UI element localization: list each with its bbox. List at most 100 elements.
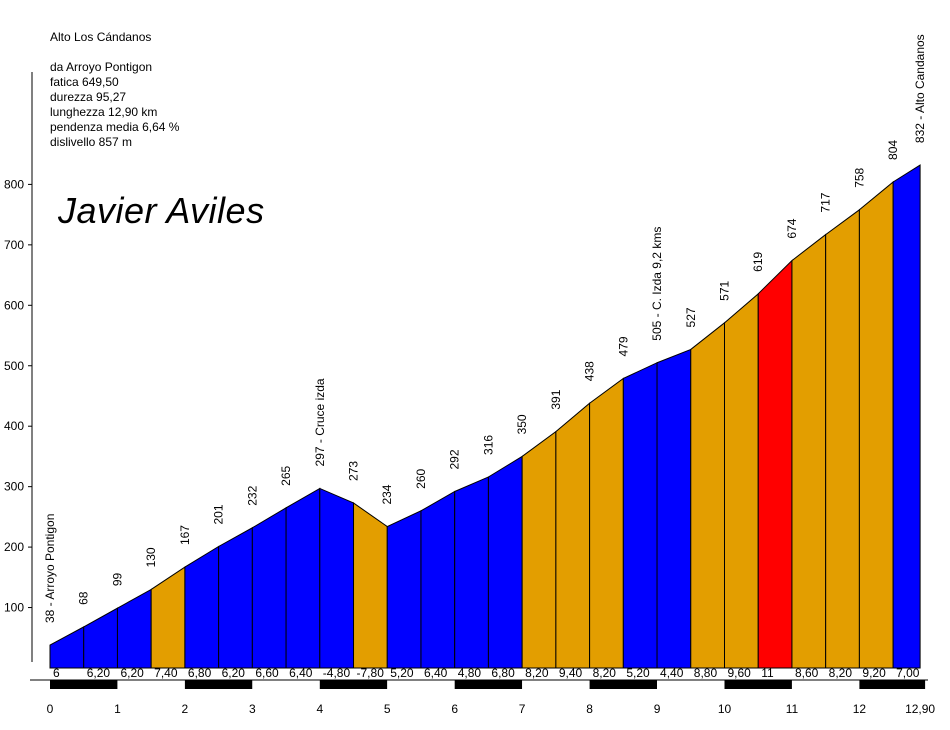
x-tick-label: 7	[519, 702, 526, 716]
gradient-label: 7,00	[896, 666, 920, 680]
profile-segment	[386, 510, 422, 669]
x-tick-label: 9	[654, 702, 661, 716]
gradient-label: 6,40	[289, 666, 313, 680]
profile-segment	[589, 377, 624, 669]
gradient-label: -7,80	[357, 666, 385, 680]
km-bar-block	[724, 680, 792, 689]
gradient-label: 8,20	[829, 666, 853, 680]
elevation-label: 438	[583, 361, 597, 381]
elevation-label: 167	[178, 525, 192, 545]
elevation-label: 391	[549, 389, 563, 409]
gradient-label: 5,20	[626, 666, 650, 680]
gradient-label: -4,80	[323, 666, 351, 680]
profile-segment	[116, 588, 152, 669]
x-tick-label: 10	[718, 702, 732, 716]
elevation-label: 260	[414, 468, 428, 488]
elevation-label: 130	[144, 547, 158, 567]
gradient-label: 8,80	[694, 666, 718, 680]
stat-lunghezza: lunghezza 12,90 km	[50, 105, 158, 119]
km-bar-block	[319, 680, 388, 689]
y-tick-label: 700	[4, 238, 24, 252]
y-tick-label: 100	[4, 601, 24, 615]
gradient-label: 4,80	[458, 666, 482, 680]
chart-title: Alto Los Cándanos	[50, 30, 152, 44]
gradient-label: 11	[761, 666, 774, 680]
km-bar-block	[522, 680, 590, 689]
gradient-label: 6	[53, 666, 60, 680]
gradient-label: 8,60	[795, 666, 819, 680]
km-bar-block	[387, 680, 455, 689]
km-bar-block	[859, 680, 926, 689]
km-bar-block	[791, 680, 860, 689]
profile-segment	[184, 545, 220, 669]
elevation-label: 832 - Alto Candanos	[913, 34, 927, 143]
gradient-label: 4,40	[660, 666, 684, 680]
profile-segment	[420, 490, 456, 669]
profile-segment	[690, 321, 725, 669]
profile-segment	[285, 487, 321, 669]
author-name: Javier Aviles	[58, 190, 265, 231]
y-tick-label: 800	[4, 177, 24, 191]
profile-segment	[487, 455, 523, 669]
elevation-label: 273	[347, 461, 361, 481]
profile-segment	[622, 361, 658, 669]
profile-segment	[858, 180, 894, 669]
gradient-label: 7,40	[154, 666, 178, 680]
profile-segment	[251, 506, 287, 669]
elevation-label: 350	[515, 414, 529, 434]
stat-pendenza: pendenza media 6,64 %	[50, 120, 180, 134]
profile-segment	[83, 607, 118, 669]
y-tick-label: 200	[4, 540, 24, 554]
km-bar-block	[252, 680, 320, 689]
elevation-label: 758	[852, 167, 866, 187]
profile-segment	[353, 502, 388, 669]
gradient-label: 8,20	[593, 666, 617, 680]
profile-segment	[319, 487, 355, 669]
stat-start: da Arroyo Pontigon	[50, 60, 153, 74]
elevation-label: 297 - Cruce izda	[313, 378, 327, 466]
x-tick-label: 0	[47, 702, 54, 716]
stat-dislivello: dislivello 857 m	[50, 135, 133, 149]
elevation-label: 201	[212, 504, 226, 524]
elevation-label: 234	[380, 484, 394, 504]
y-tick-label: 400	[4, 419, 24, 433]
profile-segment	[555, 402, 591, 669]
x-tick-label: 1	[114, 702, 121, 716]
profile-segment	[218, 526, 253, 669]
elevation-label: 717	[819, 192, 833, 212]
profile-segment	[521, 430, 557, 669]
km-bar-block	[589, 680, 658, 689]
elevation-label: 232	[245, 485, 259, 505]
elevation-label: 38 - Arroyo Pontigon	[43, 514, 57, 623]
x-tick-label: 3	[249, 702, 256, 716]
x-tick-label: 12,90	[905, 702, 935, 716]
y-tick-label: 300	[4, 480, 24, 494]
elevation-label: 505 - C. Izda 9,2 kms	[650, 227, 664, 341]
gradient-label: 9,40	[559, 666, 583, 680]
profile-segment	[49, 626, 85, 669]
elevation-label: 316	[481, 435, 495, 455]
elevation-label: 479	[616, 336, 630, 356]
stats-block: da Arroyo Pontigon fatica 649,50 durezza…	[50, 60, 179, 150]
x-tick-label: 6	[451, 702, 458, 716]
elevation-label: 674	[785, 218, 799, 238]
gradient-label: 9,60	[728, 666, 752, 680]
elevation-label: 265	[279, 465, 293, 485]
x-tick-label: 8	[586, 702, 593, 716]
km-bar-block	[454, 680, 523, 689]
profile-segment	[757, 259, 793, 669]
x-tick-label: 11	[786, 702, 799, 716]
profile-segment	[825, 208, 860, 669]
gradient-label: 6,20	[222, 666, 246, 680]
profile-segment	[150, 566, 186, 669]
x-tick-label: 4	[316, 702, 323, 716]
elevation-label: 571	[718, 280, 732, 300]
y-tick-label: 500	[4, 359, 24, 373]
profile-segment	[656, 348, 692, 669]
x-tick-label: 12	[853, 702, 867, 716]
profile-segment	[892, 164, 921, 669]
x-tick-label: 2	[182, 702, 189, 716]
km-bar-block	[117, 680, 185, 689]
km-bar-block	[184, 680, 253, 689]
